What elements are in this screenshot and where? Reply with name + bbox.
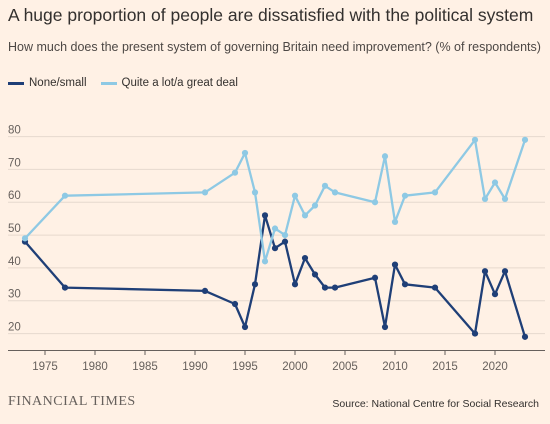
point-quite-a-lot-a-great-deal-1995 bbox=[241, 149, 249, 157]
point-quite-a-lot-a-great-deal-1997 bbox=[261, 258, 269, 265]
point-none-small-2000 bbox=[291, 281, 299, 288]
point-quite-a-lot-a-great-deal-2008 bbox=[371, 199, 379, 206]
point-quite-a-lot-a-great-deal-2003 bbox=[321, 182, 329, 189]
x-tick-label-2020: 2020 bbox=[482, 361, 508, 373]
legend-label-quite-a-lot: Quite a lot/a great deal bbox=[121, 77, 238, 89]
point-none-small-1977 bbox=[61, 284, 69, 291]
point-none-small-2003 bbox=[321, 284, 329, 291]
y-tick-label-80: 80 bbox=[8, 125, 21, 137]
gridlines bbox=[8, 136, 545, 335]
x-tick-label-1975: 1975 bbox=[32, 361, 58, 373]
legend-swatch-none-small bbox=[8, 81, 24, 85]
x-tick-label-2010: 2010 bbox=[382, 361, 408, 373]
y-tick-label-70: 70 bbox=[8, 157, 21, 169]
y-tick-label-20: 20 bbox=[8, 322, 21, 334]
point-none-small-1996 bbox=[251, 281, 259, 288]
point-none-small-1995 bbox=[241, 323, 249, 331]
point-quite-a-lot-a-great-deal-2018 bbox=[471, 136, 479, 143]
chart-title: A huge proportion of people are dissatis… bbox=[8, 5, 534, 25]
chart-legend: None/small Quite a lot/a great deal bbox=[8, 77, 252, 89]
point-none-small-2011 bbox=[401, 281, 409, 288]
legend-label-none-small: None/small bbox=[29, 77, 87, 89]
point-quite-a-lot-a-great-deal-1998 bbox=[271, 225, 279, 232]
point-none-small-1991 bbox=[201, 287, 209, 294]
point-quite-a-lot-a-great-deal-2002 bbox=[311, 202, 319, 209]
y-tick-label-30: 30 bbox=[8, 289, 21, 301]
point-quite-a-lot-a-great-deal-1999 bbox=[281, 231, 289, 239]
point-none-small-2002 bbox=[311, 271, 319, 278]
x-tick-label-1990: 1990 bbox=[182, 361, 208, 373]
x-tick-label-1995: 1995 bbox=[232, 361, 258, 373]
point-quite-a-lot-a-great-deal-1977 bbox=[61, 192, 69, 199]
point-none-small-2023 bbox=[521, 333, 529, 340]
x-tick-label-1985: 1985 bbox=[132, 361, 158, 373]
point-none-small-1994 bbox=[231, 300, 239, 308]
series-line-none-small bbox=[24, 214, 527, 338]
x-tick-label-1980: 1980 bbox=[82, 361, 108, 373]
point-none-small-2008 bbox=[371, 274, 379, 281]
point-quite-a-lot-a-great-deal-2014 bbox=[431, 189, 439, 196]
point-quite-a-lot-a-great-deal-2009 bbox=[381, 153, 389, 160]
chart-subtitle: How much does the present system of gove… bbox=[8, 40, 541, 54]
point-none-small-2020 bbox=[491, 291, 499, 298]
point-quite-a-lot-a-great-deal-2011 bbox=[401, 192, 409, 199]
point-none-small-2001 bbox=[301, 254, 309, 262]
point-quite-a-lot-a-great-deal-2020 bbox=[491, 179, 499, 186]
point-none-small-2004 bbox=[331, 284, 339, 291]
point-none-small-2010 bbox=[391, 261, 399, 268]
x-axis: 1975 1980 1985 1990 1995 2000 2005 2010 2015 2020 bbox=[8, 350, 545, 373]
point-quite-a-lot-a-great-deal-1994 bbox=[231, 169, 239, 176]
point-quite-a-lot-a-great-deal-2004 bbox=[331, 189, 339, 196]
series-line-quite-a-lot-a-great-deal bbox=[24, 138, 527, 263]
point-none-small-2021 bbox=[501, 268, 509, 275]
ft-brand: FINANCIAL TIMES bbox=[8, 394, 136, 409]
y-axis-labels: 20 30 40 50 60 70 80 bbox=[8, 125, 21, 334]
point-none-small-2019 bbox=[481, 268, 489, 275]
x-tick-label-2005: 2005 bbox=[332, 361, 358, 373]
point-quite-a-lot-a-great-deal-1973 bbox=[21, 235, 29, 242]
legend-item-none-small: None/small bbox=[8, 77, 87, 89]
series-lines bbox=[21, 136, 529, 340]
point-quite-a-lot-a-great-deal-2021 bbox=[501, 195, 509, 203]
point-quite-a-lot-a-great-deal-2000 bbox=[291, 192, 299, 199]
x-tick-label-2015: 2015 bbox=[432, 361, 458, 373]
y-tick-label-50: 50 bbox=[8, 223, 21, 235]
point-quite-a-lot-a-great-deal-2023 bbox=[521, 136, 529, 143]
x-tick-label-2000: 2000 bbox=[282, 361, 308, 373]
point-none-small-2014 bbox=[431, 284, 439, 291]
legend-swatch-quite-a-lot bbox=[100, 81, 117, 85]
y-tick-label-40: 40 bbox=[8, 256, 21, 268]
point-none-small-1998 bbox=[271, 245, 279, 252]
point-none-small-1997 bbox=[261, 212, 269, 219]
point-quite-a-lot-a-great-deal-2001 bbox=[301, 212, 309, 219]
point-quite-a-lot-a-great-deal-1996 bbox=[251, 189, 259, 196]
legend-item-quite-a-lot: Quite a lot/a great deal bbox=[100, 77, 238, 89]
point-quite-a-lot-a-great-deal-2010 bbox=[391, 218, 399, 226]
point-none-small-2018 bbox=[471, 330, 479, 337]
point-quite-a-lot-a-great-deal-1991 bbox=[201, 189, 209, 196]
point-quite-a-lot-a-great-deal-2019 bbox=[481, 195, 489, 203]
point-none-small-2009 bbox=[381, 323, 389, 331]
source-note: Source: National Centre for Social Resea… bbox=[332, 398, 539, 410]
y-tick-label-60: 60 bbox=[8, 190, 21, 202]
point-none-small-1999 bbox=[281, 238, 289, 245]
